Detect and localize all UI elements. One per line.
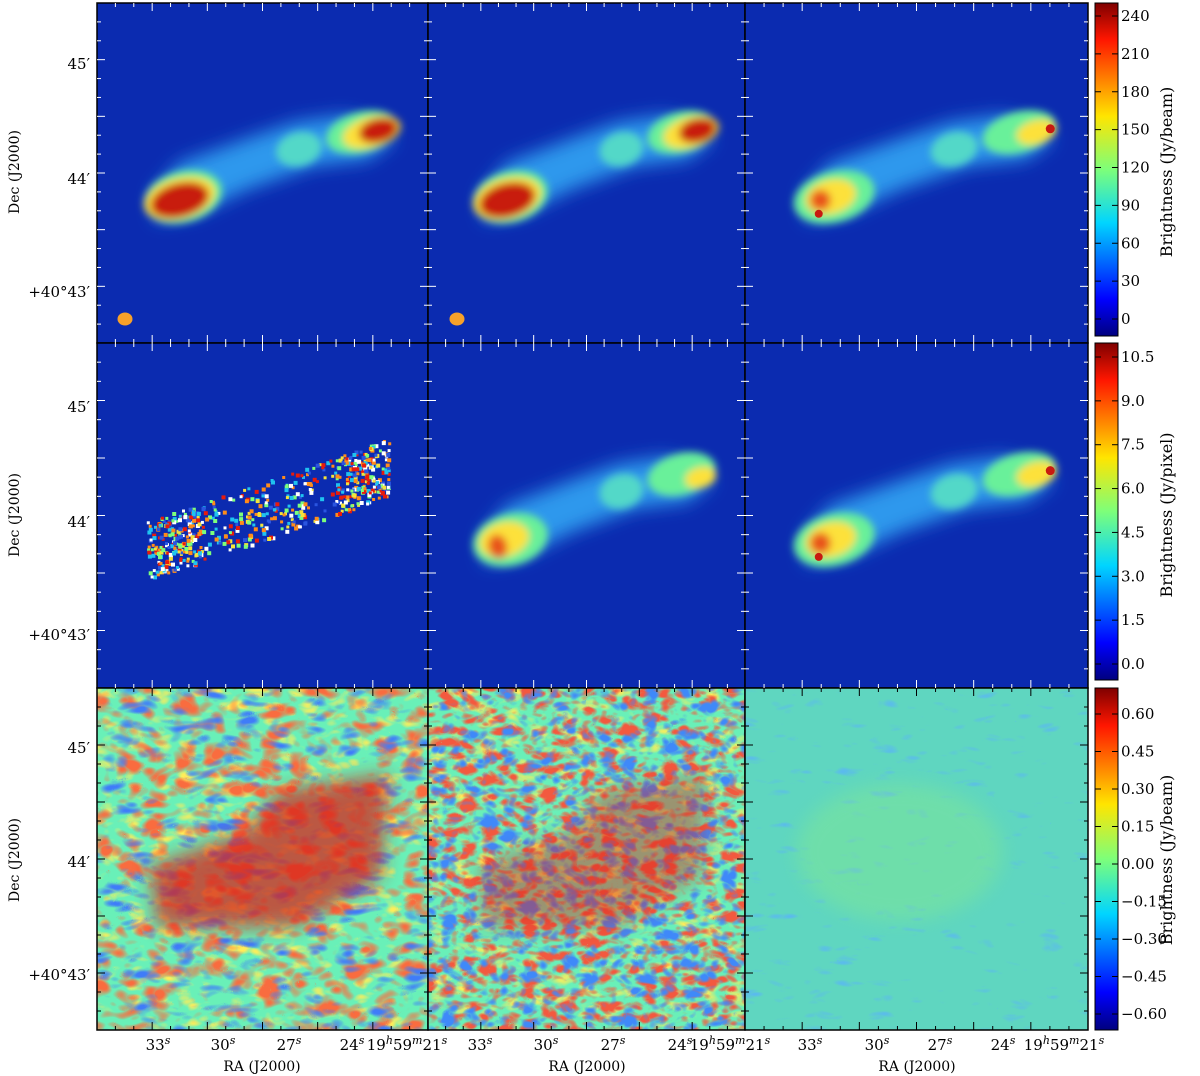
ra-tick-label: 19h59m21s — [367, 1034, 448, 1054]
colorbar-1-label: Brightness (Jy/beam) — [1157, 87, 1176, 258]
colorbar-tick-label: 1.5 — [1121, 611, 1145, 629]
ra-tick-label: 30s — [865, 1034, 890, 1054]
panels-layer — [96, 2, 1089, 1031]
ylabel-row-1: Dec (J2000) — [7, 130, 23, 214]
xlabel-col-1: RA (J2000) — [223, 1059, 300, 1075]
colorbar-3-label: Brightness (Jy/beam) — [1157, 775, 1176, 946]
ra-tick-label: 24s — [668, 1034, 693, 1054]
dec-tick-label: +40°43′ — [28, 966, 90, 984]
dec-tick-labels: 45′ 44′ +40°43′ 45′ 44′ +40°43′ 45′ 44′ +40°43′ — [28, 55, 90, 984]
image-panel-r2-c3 — [744, 342, 1089, 689]
dec-tick-label: 44′ — [68, 853, 91, 871]
colorbar-tick-label: 0.60 — [1121, 705, 1154, 723]
colorbar-tick-label: 10.5 — [1121, 348, 1154, 366]
ylabel-row-2: Dec (J2000) — [7, 473, 23, 557]
dec-tick-label: 45′ — [68, 398, 91, 416]
xlabel-col-2: RA (J2000) — [548, 1059, 625, 1075]
dec-tick-label: 45′ — [68, 55, 91, 73]
image-panel-r3-c1 — [96, 687, 429, 1031]
ra-tick-labels: 33s 30s 27s 24s 19h59m21s 33s 30s 27s 24s19h59m2… — [146, 1034, 1105, 1054]
colorbar-tick-label: 7.5 — [1121, 436, 1145, 454]
colorbar-tick-label: 90 — [1121, 196, 1140, 214]
colorbar-tick-label: −0.30 — [1121, 930, 1167, 948]
image-panel-r2-c1 — [96, 342, 429, 689]
dec-tick-label: +40°43′ — [28, 626, 90, 644]
colorbar-tick-label: −0.60 — [1121, 1005, 1167, 1023]
dec-tick-label: 44′ — [68, 170, 91, 188]
ra-tick-label: 33s — [798, 1034, 823, 1054]
colorbar-tick-label: 0.45 — [1121, 743, 1154, 761]
beam-ellipse — [117, 312, 133, 326]
image-panel-r1-c3 — [744, 2, 1089, 344]
colorbar-tick-label: 3.0 — [1121, 567, 1145, 585]
dec-tick-label: 44′ — [68, 513, 91, 531]
colorbar-tick-label: 210 — [1121, 45, 1150, 63]
dec-tick-label: 45′ — [68, 739, 91, 757]
colorbar-1: 240 210 180 150 120 90 60 30 0 — [1094, 2, 1150, 337]
xlabel-col-3: RA (J2000) — [878, 1059, 955, 1075]
ra-tick-label: 30s — [211, 1034, 236, 1054]
colorbar-tick-label: 0.0 — [1121, 655, 1145, 673]
colorbar-tick-label: 0 — [1121, 310, 1131, 328]
image-panel-r2-c2 — [427, 342, 746, 689]
colorbar-tick-label: 120 — [1121, 159, 1150, 177]
colorbar-tick-label: 60 — [1121, 234, 1140, 252]
ra-tick-label: 27s — [277, 1034, 302, 1054]
image-panel-r1-c2 — [427, 2, 746, 344]
ra-tick-label: 27s — [928, 1034, 953, 1054]
colorbar-tick-label: 6.0 — [1121, 480, 1145, 498]
ra-tick-label: 33s — [468, 1034, 493, 1054]
colorbar-tick-label: 0.00 — [1121, 855, 1154, 873]
colorbar-labels: Brightness (Jy/beam) Brightness (Jy/pixe… — [1157, 87, 1176, 946]
ra-tick-label: 19h59m21s — [690, 1034, 771, 1054]
image-panel-r3-c3 — [744, 687, 1089, 1031]
ra-tick-label: 27s — [601, 1034, 626, 1054]
colorbar-tick-label: 180 — [1121, 83, 1150, 101]
ra-tick-label: 24s — [340, 1034, 365, 1054]
colorbar-tick-label: 30 — [1121, 272, 1140, 290]
colorbar-layer: 240 210 180 150 120 90 60 30 0 10.5 9.0 7.5 6.0 4.5 3.… — [1094, 2, 1167, 1031]
ra-tick-label: 19h59m21s — [1024, 1034, 1105, 1054]
colorbar-tick-label: −0.15 — [1121, 893, 1167, 911]
beam-ellipse — [449, 312, 465, 326]
colorbar-2: 10.5 9.0 7.5 6.0 4.5 3.0 1.5 0.0 — [1094, 342, 1154, 681]
colorbar-2-label: Brightness (Jy/pixel) — [1157, 432, 1176, 597]
colorbar-tick-label: 240 — [1121, 7, 1150, 25]
dec-tick-label: +40°43′ — [28, 283, 90, 301]
colorbar-tick-label: 9.0 — [1121, 392, 1145, 410]
colorbar-tick-label: 0.15 — [1121, 818, 1154, 836]
colorbar-3: 0.60 0.45 0.30 0.15 0.00 −0.15 −0.30 −0.45 −0.60 — [1094, 687, 1167, 1031]
image-panel-r1-c1 — [96, 2, 429, 344]
ra-tick-label: 30s — [534, 1034, 559, 1054]
ra-tick-label: 33s — [146, 1034, 171, 1054]
colorbar-tick-label: 4.5 — [1121, 523, 1145, 541]
image-panel-r3-c2 — [427, 687, 746, 1031]
colorbar-tick-label: 0.30 — [1121, 780, 1154, 798]
colorbar-tick-label: −0.45 — [1121, 968, 1167, 986]
ylabel-row-3: Dec (J2000) — [7, 818, 23, 902]
colorbar-tick-label: 150 — [1121, 121, 1150, 139]
ra-tick-label: 24s — [991, 1034, 1016, 1054]
